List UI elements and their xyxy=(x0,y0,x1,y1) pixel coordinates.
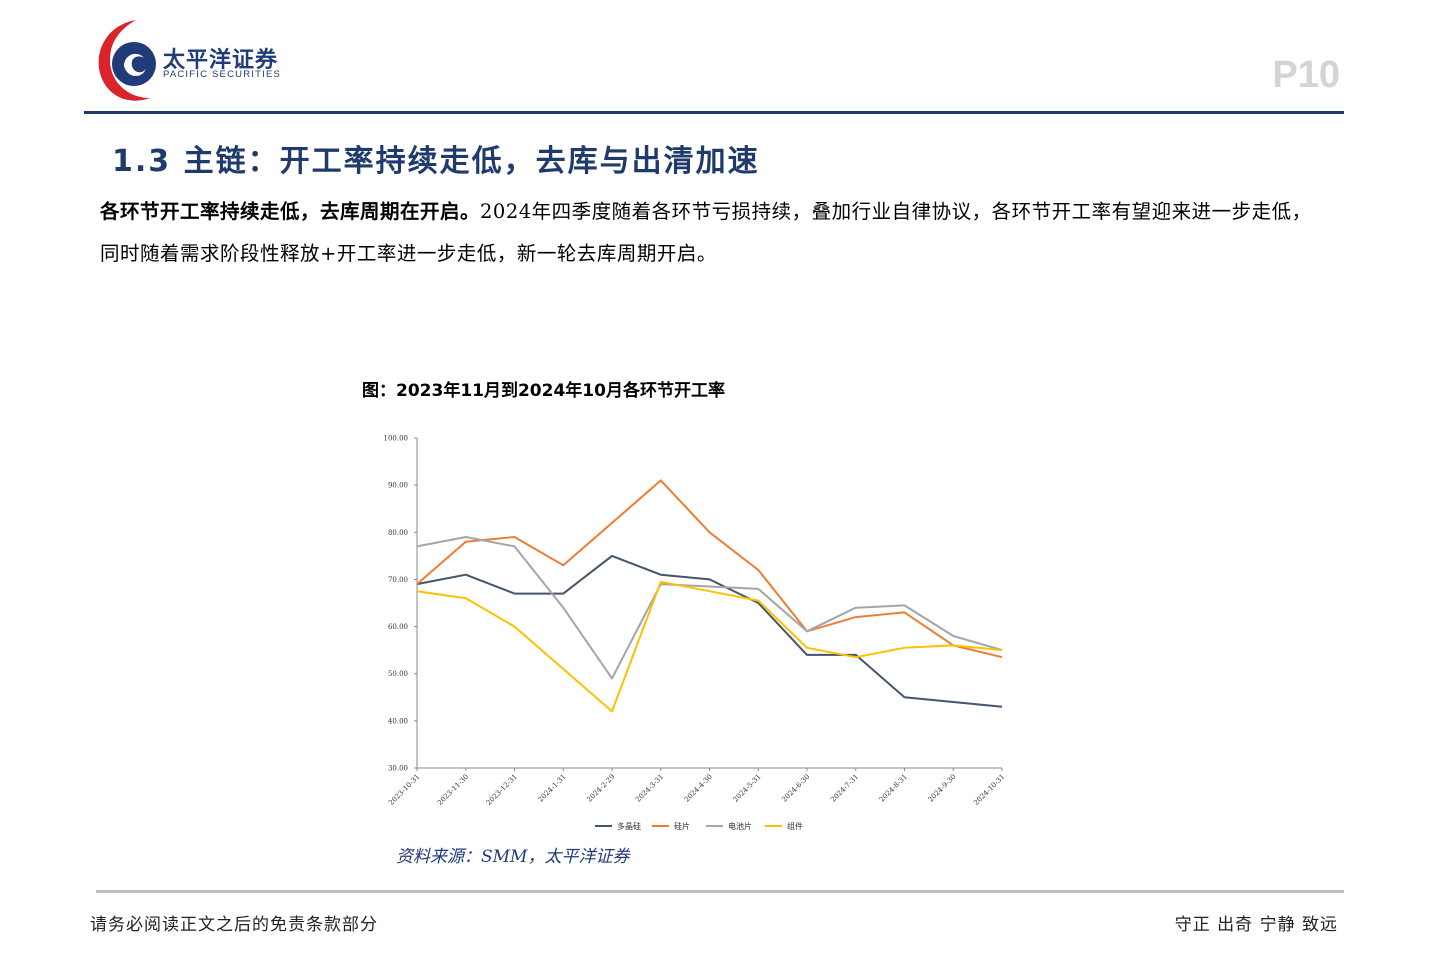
x-tick-label: 2024-7-31 xyxy=(829,773,860,804)
footer-divider xyxy=(96,890,1344,893)
x-tick-label: 2023-12-31 xyxy=(485,773,519,807)
legend-label: 多晶硅 xyxy=(617,821,641,831)
series-line-硅片 xyxy=(416,479,1003,659)
x-tick-label: 2024-8-31 xyxy=(878,773,909,804)
footer-motto: 守正 出奇 宁静 致远 xyxy=(1174,915,1338,935)
y-tick-label: 60.00 xyxy=(388,623,408,631)
y-tick-label: 80.00 xyxy=(388,529,408,537)
x-tick-label: 2024-1-31 xyxy=(537,773,568,804)
body-text: 2024年四季度随着各环节亏损持续，叠加行业自律协议，各环节开工率有望迎来进一步… xyxy=(100,200,1312,265)
x-tick-label: 2024-2-29 xyxy=(585,773,616,804)
x-tick-label: 2024-5-31 xyxy=(732,773,763,804)
logo-english-name: PACIFIC SECURITIES xyxy=(163,69,282,80)
body-bold-lead: 各环节开工率持续走低，去库周期在开启。 xyxy=(100,200,481,223)
logo-chinese-name: 太平洋证券 xyxy=(163,48,279,73)
y-tick-label: 100.00 xyxy=(384,435,409,443)
body-paragraph: 各环节开工率持续走低，去库周期在开启。2024年四季度随着各环节亏损持续，叠加行… xyxy=(100,191,1320,275)
section-title: 1.3 主链：开工率持续走低，去库与出清加速 xyxy=(112,144,760,179)
series-line-多晶硅 xyxy=(416,554,1003,708)
y-tick-label: 50.00 xyxy=(388,670,408,678)
series-line-组件 xyxy=(416,580,1003,713)
series-line-电池片 xyxy=(416,536,1003,680)
x-tick-label: 2024-3-31 xyxy=(634,773,665,804)
legend-label: 硅片 xyxy=(674,821,690,831)
utilization-line-chart: 30.00 40.00 50.00 60.00 70.00 80.00 90.00 100.0… xyxy=(384,435,1007,832)
x-tick-label: 2024-6-30 xyxy=(780,773,811,804)
x-tick-label: 2023-11-30 xyxy=(436,773,470,807)
y-tick-label: 40.00 xyxy=(388,717,408,725)
legend-label: 组件 xyxy=(787,821,803,831)
page-number: P10 xyxy=(1272,54,1340,96)
x-tick-label: 2024-4-30 xyxy=(683,773,714,804)
header-divider xyxy=(84,111,1344,114)
footer-disclaimer: 请务必阅读正文之后的免责条款部分 xyxy=(90,915,378,935)
legend-label: 电池片 xyxy=(728,821,752,831)
x-tick-label: 2024-9-30 xyxy=(927,773,958,804)
y-tick-label: 30.00 xyxy=(388,765,408,773)
figure-caption: 图：2023年11月到2024年10月各环节开工率 xyxy=(362,381,725,401)
y-tick-label: 90.00 xyxy=(388,482,408,490)
figure-source: 资料来源：SMM，太平洋证券 xyxy=(396,847,630,867)
x-tick-label: 2023-10-31 xyxy=(387,773,421,807)
x-tick-label: 2024-10-31 xyxy=(972,773,1006,807)
y-tick-label: 70.00 xyxy=(388,576,408,584)
pacific-securities-logo-icon xyxy=(98,20,156,101)
